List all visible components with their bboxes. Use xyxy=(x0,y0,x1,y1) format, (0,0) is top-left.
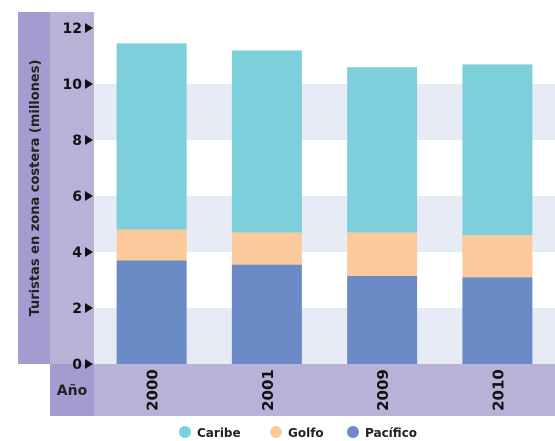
bar-segment-caribe xyxy=(231,50,302,233)
y-tick-label: 0 xyxy=(72,357,82,373)
legend-label: Pacífico xyxy=(365,426,417,440)
y-tick-label: 2 xyxy=(72,301,82,317)
legend-marker xyxy=(270,426,282,438)
x-tick-label: 2010 xyxy=(489,369,507,411)
bar-segment-golfo xyxy=(231,232,302,265)
bar-segment-caribe xyxy=(462,64,533,236)
y-tick-label: 12 xyxy=(63,21,82,37)
y-tick-label: 4 xyxy=(72,245,82,261)
y-axis-title-panel xyxy=(18,12,50,364)
y-tick-marker xyxy=(85,23,93,33)
legend-marker xyxy=(347,426,359,438)
y-tick-marker xyxy=(85,135,93,145)
y-tick-marker xyxy=(85,247,93,257)
y-axis-ticks: 0 2 4 6 8 10 12 xyxy=(63,21,93,373)
bar-segment-pacfico xyxy=(462,277,533,364)
x-tick-label: 2009 xyxy=(374,369,392,411)
bar-segment-caribe xyxy=(347,67,418,233)
bars xyxy=(116,43,533,364)
x-axis-ticks: 2000 2001 2009 2010 xyxy=(144,369,508,411)
legend-label: Caribe xyxy=(197,426,241,440)
x-axis-panel xyxy=(94,364,555,416)
bar-segment-pacfico xyxy=(347,275,418,364)
legend: Caribe Golfo Pacífico xyxy=(179,426,417,440)
x-tick-label: 2001 xyxy=(259,369,277,411)
bar-segment-golfo xyxy=(347,232,418,276)
y-tick-label: 6 xyxy=(72,189,82,205)
y-tick-marker xyxy=(85,79,93,89)
y-axis-title: Turistas en zona costera (millones) xyxy=(28,60,43,317)
y-tick-marker xyxy=(85,359,93,369)
x-axis-title-panel xyxy=(50,364,94,416)
legend-label: Golfo xyxy=(288,426,324,440)
x-tick-label: 2000 xyxy=(144,369,162,411)
bar-segment-golfo xyxy=(462,235,533,278)
y-tick-label: 8 xyxy=(72,133,82,149)
y-tick-label: 10 xyxy=(63,77,83,93)
legend-marker xyxy=(179,426,191,438)
x-axis-title: Año xyxy=(57,383,88,399)
y-tick-marker xyxy=(85,191,93,201)
bar-segment-pacfico xyxy=(116,260,187,364)
bar-segment-caribe xyxy=(116,43,187,230)
bar-segment-pacfico xyxy=(231,264,302,364)
y-tick-marker xyxy=(85,303,93,313)
bar-segment-golfo xyxy=(116,229,187,261)
